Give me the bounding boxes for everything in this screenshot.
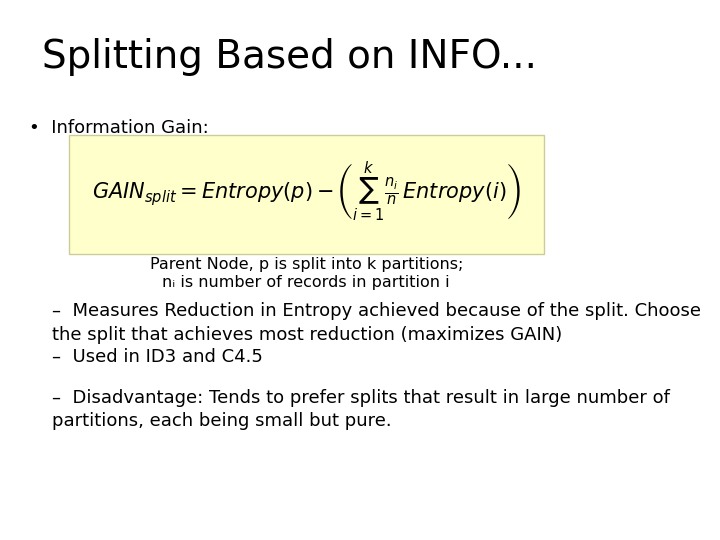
Text: $\mathit{GAIN_{split}} = \mathit{Entropy}(p) - \left(\sum_{i=1}^{k} \frac{n_i}{n: $\mathit{GAIN_{split}} = \mathit{Entropy… — [92, 160, 521, 223]
Text: –  Disadvantage: Tends to prefer splits that result in large number of
partition: – Disadvantage: Tends to prefer splits t… — [52, 389, 670, 430]
Text: •  Information Gain:: • Information Gain: — [29, 119, 209, 137]
Text: Parent Node, p is split into k partitions;: Parent Node, p is split into k partition… — [150, 256, 464, 272]
Text: nᵢ is number of records in partition i: nᵢ is number of records in partition i — [162, 275, 450, 291]
Text: –  Measures Reduction in Entropy achieved because of the split. Choose
the split: – Measures Reduction in Entropy achieved… — [52, 302, 701, 344]
Text: Splitting Based on INFO...: Splitting Based on INFO... — [42, 38, 537, 76]
FancyBboxPatch shape — [69, 135, 544, 254]
Text: –  Used in ID3 and C4.5: – Used in ID3 and C4.5 — [52, 348, 263, 366]
